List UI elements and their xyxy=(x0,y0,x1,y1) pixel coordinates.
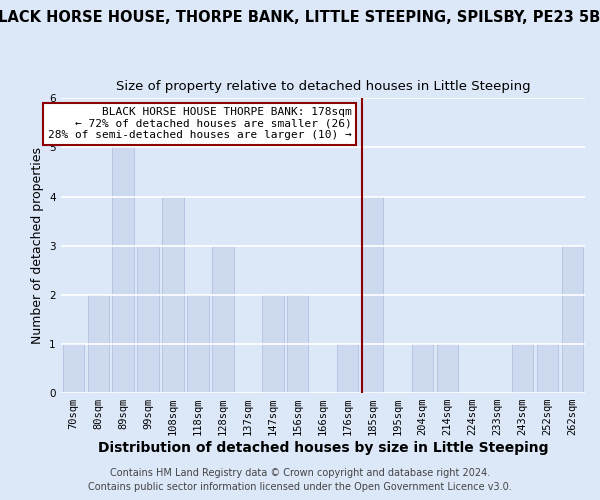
X-axis label: Distribution of detached houses by size in Little Steeping: Distribution of detached houses by size … xyxy=(98,441,548,455)
Bar xyxy=(212,246,233,393)
Y-axis label: Number of detached properties: Number of detached properties xyxy=(31,147,44,344)
Bar xyxy=(163,196,184,393)
Bar xyxy=(287,295,308,393)
Bar xyxy=(512,344,533,393)
Text: BLACK HORSE HOUSE THORPE BANK: 178sqm
← 72% of detached houses are smaller (26)
: BLACK HORSE HOUSE THORPE BANK: 178sqm ← … xyxy=(48,107,352,140)
Bar xyxy=(88,295,109,393)
Bar xyxy=(412,344,433,393)
Bar xyxy=(187,295,209,393)
Bar xyxy=(362,196,383,393)
Bar xyxy=(62,344,84,393)
Bar xyxy=(112,148,134,393)
Bar xyxy=(262,295,284,393)
Bar xyxy=(537,344,558,393)
Bar xyxy=(562,246,583,393)
Bar xyxy=(337,344,358,393)
Title: Size of property relative to detached houses in Little Steeping: Size of property relative to detached ho… xyxy=(116,80,530,93)
Bar xyxy=(137,246,158,393)
Text: BLACK HORSE HOUSE, THORPE BANK, LITTLE STEEPING, SPILSBY, PE23 5BG: BLACK HORSE HOUSE, THORPE BANK, LITTLE S… xyxy=(0,10,600,25)
Bar xyxy=(437,344,458,393)
Text: Contains HM Land Registry data © Crown copyright and database right 2024.
Contai: Contains HM Land Registry data © Crown c… xyxy=(88,468,512,492)
